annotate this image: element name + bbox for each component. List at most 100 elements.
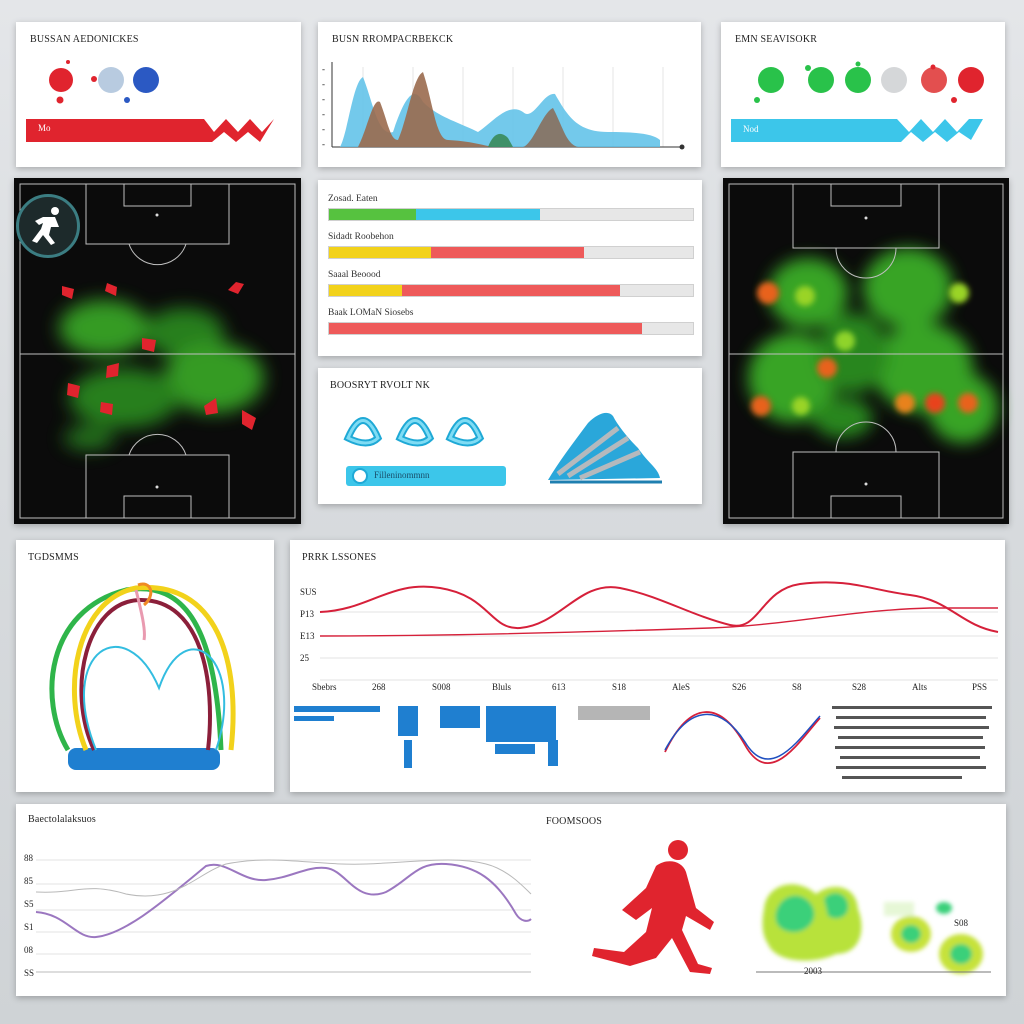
- pitch-lines: [19, 183, 296, 519]
- y-tick: -: [322, 124, 325, 134]
- pink-ribbon: [134, 589, 146, 641]
- grey-circle: [881, 67, 907, 93]
- x-tick: S8: [792, 682, 802, 692]
- chain-banner-text: Filleninommnn: [374, 470, 430, 480]
- green-heat-blobs: [762, 884, 983, 974]
- panel-title-right: FOOMSOOS: [546, 816, 603, 827]
- heat-label-2: S08: [954, 918, 969, 928]
- x-tick: S18: [612, 682, 627, 692]
- x-tick: S28: [852, 682, 867, 692]
- red-banner: [26, 119, 274, 142]
- red-circle: [49, 68, 73, 92]
- small-red-dot: [930, 64, 936, 70]
- progress-track: [328, 284, 694, 297]
- bar-label: Baak LOMaN Siosebs: [328, 308, 414, 318]
- red-circle: [921, 67, 947, 93]
- x-tick: PSS: [972, 682, 988, 692]
- small-red-dot-mid: [91, 76, 97, 82]
- progress-fill: [329, 209, 417, 220]
- small-red-dot: [951, 97, 957, 103]
- runner-badge[interactable]: [16, 194, 80, 258]
- chain-banner: [346, 466, 506, 486]
- progress-fill: [430, 247, 584, 258]
- small-green-dot: [754, 97, 760, 103]
- progress-fill: [416, 209, 541, 220]
- progress-track: [328, 208, 694, 221]
- small-blue-wave: [664, 713, 821, 760]
- x-tick: Sbebrs: [312, 682, 337, 692]
- panel-title: BUSSAN AEDONICKES: [30, 34, 139, 45]
- x-tick: AleS: [672, 682, 690, 692]
- x-tick: Alts: [912, 682, 928, 692]
- pitch-heatmap: [19, 183, 296, 519]
- area-chart: [331, 62, 685, 150]
- cyan-heart: [83, 645, 226, 751]
- progress-fill: [329, 323, 643, 334]
- banner-text: Mo: [38, 123, 51, 133]
- pitch-lines: [728, 183, 1004, 519]
- circles-graphic: [731, 61, 984, 142]
- cyan-banner: [731, 119, 983, 142]
- red-line-2: [319, 607, 998, 637]
- runner-icon: [592, 840, 714, 974]
- red-circle: [958, 67, 984, 93]
- bar-label: Sidadt Roobehon: [328, 232, 394, 242]
- y-tick: P13: [300, 609, 315, 619]
- panel-title: EMN SEAVISOKR: [735, 34, 818, 45]
- bottom-panel: Baectolalaksuos FOOMSOOS: [16, 804, 1006, 996]
- y-tick: -: [322, 64, 325, 74]
- progress-track: [328, 246, 694, 259]
- runner-icon: [32, 207, 59, 245]
- line-chart: [294, 581, 999, 779]
- y-tick: SS: [24, 968, 35, 978]
- yellow-arc: [72, 585, 236, 751]
- brown-area: [358, 72, 493, 147]
- line-chart-panel: PRRK LSSONES: [290, 540, 1005, 792]
- progress-track: [328, 322, 694, 335]
- chain-graphic: [343, 412, 662, 486]
- green-circle: [808, 67, 834, 93]
- circles-graphic: [26, 60, 274, 142]
- y-tick: 08: [24, 945, 33, 955]
- green-heat-zones: [59, 300, 264, 450]
- arch-panel: TGDSMMS: [16, 540, 274, 792]
- red-markers: [62, 282, 256, 430]
- banner-text: Nod: [743, 124, 759, 134]
- green-circle: [845, 67, 871, 93]
- right-pitch-panel: [723, 178, 1009, 524]
- blue-pattern: [294, 706, 558, 768]
- left-pitch-panel: [14, 178, 301, 524]
- top-right-panel: EMN SEAVISOKR Nod: [721, 22, 1005, 167]
- top-left-panel: BUSSAN AEDONICKES Mo: [16, 22, 301, 167]
- red-line-1: [319, 581, 999, 633]
- panel-title: Baectolalaksuos: [28, 814, 96, 825]
- arch-graphic: [49, 582, 236, 770]
- y-tick: -: [322, 79, 325, 89]
- arch-base: [68, 748, 220, 770]
- progress-fill: [329, 247, 431, 258]
- progress-bars-panel: Zosad. Eaten Sidadt Roobehon Saaal Beoood B…: [318, 180, 702, 356]
- y-tick: S1: [24, 922, 34, 932]
- axis-end-dot: [679, 144, 685, 150]
- x-tick: S26: [732, 682, 747, 692]
- small-blue-dot: [124, 97, 130, 103]
- blue-circle: [133, 67, 159, 93]
- maroon-arc: [79, 597, 212, 751]
- y-tick: -: [322, 139, 325, 149]
- x-tick: Bluls: [492, 682, 512, 692]
- heat-label-1: 2003: [804, 966, 822, 976]
- progress-fill: [329, 285, 402, 296]
- panel-title: PRRK LSSONES: [302, 552, 377, 563]
- bar-label: Saaal Beoood: [328, 270, 381, 280]
- panel-title: BUSN RROMPACRBEKCK: [332, 34, 454, 45]
- progress-fill: [401, 285, 621, 296]
- pitch-heatmap: [728, 183, 1004, 519]
- green-circle: [758, 67, 784, 93]
- panel-title: TGDSMMS: [28, 552, 79, 563]
- small-red-dot-top: [66, 60, 70, 64]
- small-red-dot: [56, 96, 64, 104]
- y-tick: SUS: [300, 587, 317, 597]
- panel-title: BOOSRYT RVOLT NK: [330, 380, 431, 391]
- brown-area-2: [523, 108, 578, 147]
- hot-spots: [751, 282, 978, 416]
